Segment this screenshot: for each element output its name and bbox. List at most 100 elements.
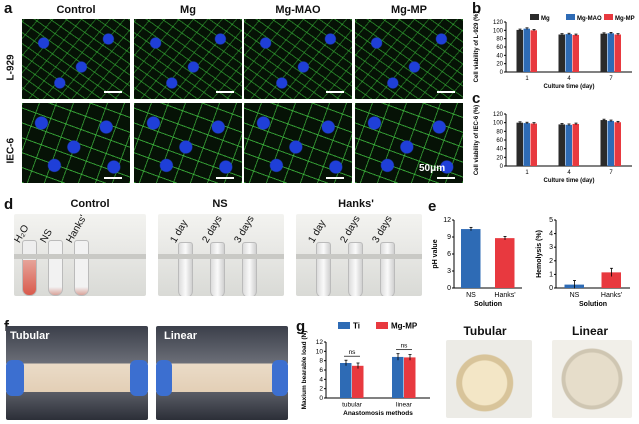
- hanks-label-2days: 2 days: [338, 214, 363, 245]
- bar: [392, 356, 404, 398]
- x-tick-label: Hanks': [494, 292, 515, 299]
- photo-label-linear: Linear: [571, 324, 608, 338]
- x-axis-label: Solution: [579, 301, 607, 308]
- row-label-l929: L-929: [5, 54, 17, 81]
- x-tick-label: NS: [570, 292, 580, 299]
- tube-ns-2days: [210, 242, 225, 296]
- bar: [607, 120, 614, 166]
- y-tick-label: 80: [496, 37, 503, 43]
- y-axis-label: pH value: [432, 239, 439, 268]
- photo-tubular-anastomosis: Tubular: [6, 326, 148, 420]
- x-axis-label: Culture time (day): [543, 178, 594, 184]
- scale-bar: [216, 177, 234, 179]
- y-axis-label: Maxium bearable load (N): [301, 331, 308, 410]
- tube-hanks-1day: [316, 242, 331, 296]
- bar: [572, 34, 579, 72]
- legend-swatch: [530, 14, 539, 20]
- bar: [572, 123, 579, 166]
- x-tick-label: 4: [567, 76, 571, 82]
- y-tick-label: 60: [496, 45, 503, 51]
- label-tubular: Tubular: [10, 330, 50, 342]
- ns-label-1day: 1 day: [168, 218, 191, 245]
- y-tick-label: 100: [493, 28, 504, 34]
- tube-rack: [14, 254, 146, 259]
- bar: [516, 29, 523, 73]
- legend-swatch: [376, 322, 388, 329]
- y-tick-label: 4: [319, 376, 323, 383]
- y-tick-label: 40: [496, 147, 503, 153]
- label-linear: Linear: [164, 330, 198, 342]
- tube-hanks-2days: [348, 242, 363, 296]
- bar: [558, 34, 565, 72]
- chart-c: 0 20 40 60 80 100 120 1 4 7 Culture time (day) Cell…: [474, 105, 632, 184]
- x-tick-label: tubular: [342, 402, 363, 409]
- scale-bar-label: 50μm: [419, 163, 446, 174]
- significance-label: ns: [401, 343, 409, 350]
- group-title-control: Control: [70, 198, 110, 210]
- significance-label: ns: [349, 349, 357, 356]
- y-tick-label: 1: [549, 271, 553, 278]
- tube-rack: [158, 254, 284, 259]
- legend-label: Ti: [353, 322, 360, 331]
- x-axis-label: Anastomosis methods: [343, 410, 413, 417]
- group-title-hanks: Hanks': [338, 198, 374, 210]
- y-tick-label: 4: [549, 231, 553, 238]
- tube-ns-1day: [178, 242, 193, 296]
- micrograph-l929-mg-mao: [244, 19, 352, 99]
- legend-label: Mg-MP: [391, 322, 418, 331]
- legend-swatch: [604, 14, 613, 20]
- bar: [523, 28, 530, 73]
- x-tick-label: NS: [466, 292, 476, 299]
- photo-hanks-tubes: 1 day 2 days 3 days: [296, 214, 422, 296]
- panel-e-letter: e: [428, 198, 437, 215]
- y-tick-label: 0: [447, 285, 451, 292]
- x-tick-label: Hanks': [601, 292, 622, 299]
- y-axis-label: Hemolysis (%): [536, 230, 543, 278]
- y-tick-label: 0: [500, 164, 504, 170]
- legend-label: Mg-MAO: [577, 16, 602, 22]
- chart-e-ph: 0 3 6 9 12 NS Hanks' Solution pH value: [432, 217, 522, 308]
- scale-bar: [326, 177, 344, 179]
- y-axis-label: Cell viability of IEC-6 (%): [474, 105, 480, 175]
- hanks-label-1day: 1 day: [306, 218, 329, 245]
- y-tick-label: 60: [496, 138, 503, 144]
- chart-e-hemolysis: 0 1 2 3 4 5 NS Hanks' Solution Hemolysis (%): [536, 217, 630, 308]
- micrograph-iec6-mg-mao: [244, 103, 352, 183]
- bar: [558, 124, 565, 166]
- legend-label: Mg: [541, 16, 550, 22]
- col-label-control: Control: [56, 4, 96, 16]
- micrograph-iec6-mg: [134, 103, 242, 183]
- legend-label: Mg-MP: [615, 16, 635, 22]
- x-tick-label: 7: [609, 170, 613, 176]
- scale-bar: [437, 177, 455, 179]
- y-tick-label: 100: [493, 121, 504, 127]
- hanks-label-3days: 3 days: [370, 214, 395, 245]
- bar: [352, 365, 364, 398]
- x-axis-label: Solution: [474, 301, 502, 308]
- y-tick-label: 2: [319, 386, 323, 393]
- micrograph-l929-mg-mp: [355, 19, 463, 99]
- photo-linear-specimen: [552, 340, 632, 418]
- tube-ns-control: [48, 240, 63, 296]
- micrograph-l929-control: [22, 19, 130, 99]
- photo-ns-tubes: 1 day 2 days 3 days: [158, 214, 284, 296]
- bar: [340, 363, 352, 398]
- y-tick-label: 12: [443, 217, 451, 224]
- glove-left: [156, 360, 172, 396]
- tube-hanks-3days: [380, 242, 395, 296]
- x-tick-label: linear: [396, 402, 413, 409]
- glove-right: [272, 360, 288, 396]
- y-tick-label: 20: [496, 62, 503, 68]
- bar: [530, 123, 537, 166]
- scale-bar: [104, 177, 122, 179]
- photo-tubular-specimen: [446, 340, 532, 418]
- panel-g-letter: g: [296, 318, 306, 335]
- y-axis-label: Cell viability of L-929 (%): [474, 12, 480, 83]
- x-tick-label: 7: [609, 76, 613, 82]
- tube-h2o: [22, 240, 37, 296]
- col-label-mg-mao: Mg-MAO: [275, 4, 321, 16]
- scale-bar: [216, 91, 234, 93]
- y-tick-label: 3: [549, 244, 553, 251]
- y-tick-label: 12: [316, 339, 324, 346]
